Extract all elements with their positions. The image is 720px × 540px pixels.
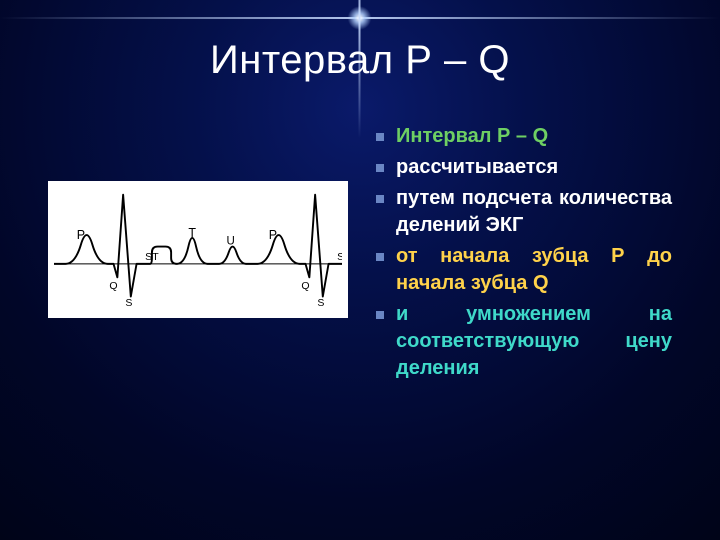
bullet-item: Интервал Р – Q <box>376 123 672 150</box>
ecg-figure: PSTTUQSPSTTUQS <box>48 181 348 318</box>
svg-text:ST: ST <box>337 251 342 263</box>
svg-text:U: U <box>226 236 234 248</box>
ecg-waveform: PSTTUQSPSTTUQS <box>54 189 342 314</box>
slide-title: Интервал Р – Q <box>48 38 672 83</box>
svg-text:ST: ST <box>145 251 159 263</box>
svg-text:Q: Q <box>109 280 117 292</box>
svg-text:S: S <box>125 297 132 309</box>
bullet-list: Интервал Р – Q рассчитывается путем подсч… <box>376 123 672 386</box>
svg-text:P: P <box>269 228 277 242</box>
svg-text:Q: Q <box>301 280 309 292</box>
svg-text:S: S <box>317 297 324 309</box>
content-row: PSTTUQSPSTTUQS Интервал Р – Q рассчитыва… <box>48 123 672 386</box>
svg-text:T: T <box>188 226 196 240</box>
bullet-item: рассчитывается <box>376 154 672 181</box>
svg-text:P: P <box>77 228 85 242</box>
bullet-item: путем подсчета количества делений ЭКГ <box>376 185 672 239</box>
bullet-item: и умножением на соответствующую цену дел… <box>376 301 672 382</box>
bullet-item: от начала зубца Р до начала зубца Q <box>376 243 672 297</box>
slide: Интервал Р – Q PSTTUQSPSTTUQS Интервал Р… <box>0 0 720 540</box>
